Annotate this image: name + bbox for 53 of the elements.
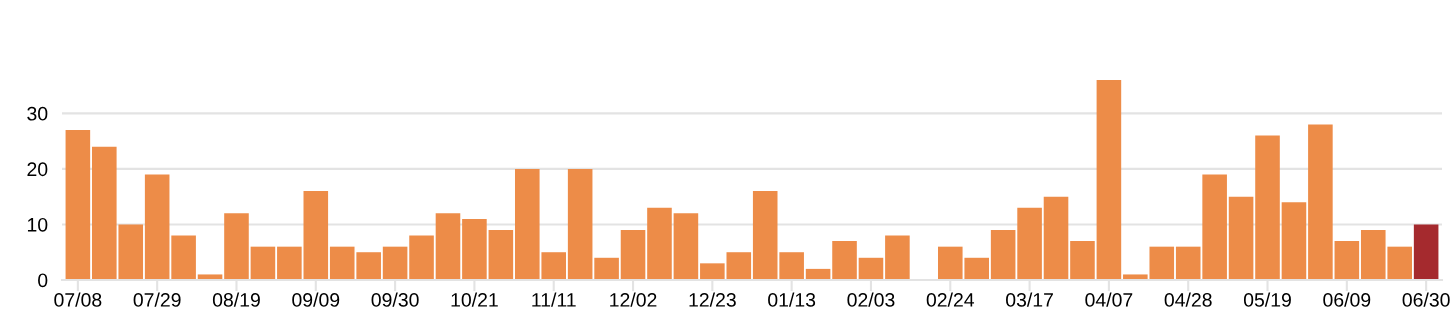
x-tick-label: 03/17 <box>1006 292 1053 307</box>
y-tick-label: 0 <box>38 273 48 288</box>
x-tick-label: 02/03 <box>847 292 895 307</box>
bar <box>1334 241 1360 280</box>
bar <box>144 174 170 280</box>
bar <box>171 235 196 280</box>
bar <box>250 246 276 280</box>
x-tick-label: 02/24 <box>926 292 975 307</box>
bar <box>1413 224 1439 280</box>
bar <box>1043 196 1069 280</box>
bar <box>303 191 329 280</box>
x-tick-label: 01/13 <box>768 292 816 307</box>
bar <box>1281 202 1307 280</box>
bar <box>858 257 884 280</box>
bar <box>673 213 699 280</box>
x-tick-label: 08/19 <box>212 292 260 307</box>
x-tick-label: 09/09 <box>292 292 340 307</box>
y-tick-label: 30 <box>27 106 48 121</box>
bar <box>1070 241 1095 280</box>
bar <box>382 246 408 280</box>
bar <box>647 207 672 280</box>
bar <box>277 246 302 280</box>
bar <box>409 235 434 280</box>
bar <box>1308 124 1333 280</box>
x-tick-label: 12/23 <box>689 292 736 307</box>
bar <box>990 230 1016 280</box>
x-tick-label: 06/09 <box>1323 292 1371 307</box>
x-tick-label: 04/07 <box>1085 292 1133 307</box>
y-tick-label: 10 <box>27 217 48 232</box>
x-tick-label: 10/21 <box>451 292 498 307</box>
bar <box>594 257 619 280</box>
x-tick-label: 05/19 <box>1243 292 1291 307</box>
bar <box>1017 207 1042 280</box>
x-tick-label: 06/30 <box>1402 292 1450 307</box>
x-tick-label: 07/29 <box>133 292 181 307</box>
x-tick-label: 11/11 <box>532 292 576 307</box>
x-tick-label: 07/08 <box>54 292 102 307</box>
bar <box>620 230 646 280</box>
x-tick-label: 04/28 <box>1164 292 1212 307</box>
bar <box>885 235 910 280</box>
bar <box>1096 80 1122 280</box>
bar <box>1255 135 1280 280</box>
bar <box>1228 196 1254 280</box>
bar <box>832 241 857 280</box>
bar <box>224 213 249 280</box>
bar <box>488 230 514 280</box>
bar <box>567 168 593 280</box>
x-tick-label: 12/02 <box>610 292 657 307</box>
bar <box>435 213 461 280</box>
x-tick-label: 09/30 <box>371 292 419 307</box>
y-tick-label: 20 <box>27 162 48 177</box>
bar <box>65 130 91 280</box>
bar <box>462 218 487 280</box>
